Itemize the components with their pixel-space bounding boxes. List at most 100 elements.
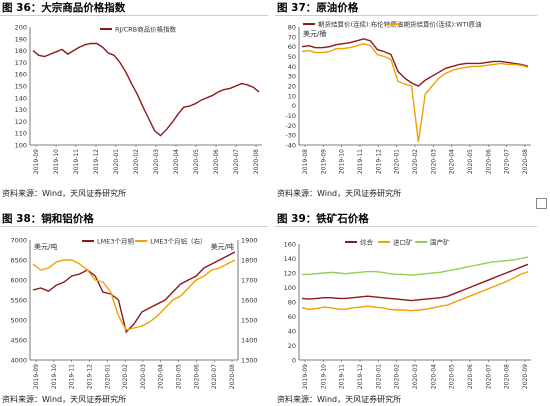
y-tick-label: 60 (288, 313, 296, 321)
y-tick-label: 120 (284, 270, 296, 278)
y-tick-label: -20 (285, 122, 296, 130)
legend-label: LME3个月铝（右） (150, 237, 206, 246)
chart-title: 图 39：铁矿石价格 (277, 213, 369, 225)
x-tick-label: 2020-04 (158, 364, 165, 389)
source-note: 资料来源：Wind，天风证券研究所 (277, 189, 402, 198)
x-tick-label: 2020-02 (394, 364, 401, 389)
y-tick-label: 10 (288, 92, 296, 100)
x-tick-label: 2020-07 (233, 149, 240, 174)
y-tick-label: 140 (284, 255, 296, 263)
y-tick-label: 120 (15, 118, 27, 126)
x-tick-label: 2020-03 (412, 364, 419, 389)
x-tick-label: 2019-11 (339, 364, 346, 389)
x-tick-label: 2020-07 (211, 364, 218, 389)
y-tick-label: 4500 (10, 337, 27, 345)
x-tick-label: 2019-12 (375, 149, 382, 174)
x-tick-label: 2019-10 (53, 149, 60, 174)
legend-label: RJ/CRB商品价格指数 (115, 25, 177, 34)
x-tick-label: 2020-02 (133, 149, 140, 174)
y-tick-label: 50 (288, 53, 296, 61)
x-tick-label: 2019-09 (302, 364, 309, 389)
x-tick-label: 2020-01 (375, 364, 382, 389)
expand-icon[interactable] (536, 198, 547, 209)
legend-label: LME3个月铜 (97, 237, 134, 246)
unit-label-right: 美元/吨 (211, 242, 234, 251)
x-tick-label: 2019-10 (51, 364, 58, 389)
y-tick-label: 200 (15, 24, 27, 32)
unit-label-left: 美元/吨 (34, 242, 57, 251)
y-tick-label: 40 (288, 328, 296, 336)
x-tick-label: 2019-10 (339, 149, 346, 174)
y-tick-label: 130 (15, 106, 27, 114)
title-rule (275, 226, 537, 227)
series-line (301, 42, 529, 143)
legend-label: 进口矿 (393, 238, 413, 247)
x-tick-label: 2020-02 (122, 364, 129, 389)
y2-tick-label: 1600 (241, 297, 258, 305)
x-tick-label: 2019-12 (86, 364, 93, 389)
x-tick-label: 2019-12 (357, 364, 364, 389)
source-note: 资料来源：Wind，天风证券研究所 (2, 395, 127, 404)
x-tick-label: 2020-07 (504, 149, 511, 174)
series-line (301, 263, 529, 302)
y2-tick-label: 1900 (241, 237, 258, 245)
y-tick-label: 5500 (10, 297, 27, 305)
chart-title: 图 38：铜和铝价格 (2, 213, 94, 225)
y-tick-label: 30 (288, 73, 296, 81)
y-tick-label: 6000 (10, 277, 27, 285)
x-tick-label: 2020-05 (176, 364, 183, 389)
x-tick-label: 2020-04 (430, 364, 437, 389)
x-tick-label: 2020-05 (449, 364, 456, 389)
legend-label: 综合 (360, 238, 374, 247)
panel-commodity-index: 图 36：大宗商品价格指数 200 190 180 170 160 150 140 130 12… (0, 0, 270, 200)
y-tick-label: 190 (15, 35, 27, 43)
chart-iron-ore: 160 140 120 100 80 60 40 20 0 2019-09 2019-10 2019-… (284, 238, 531, 389)
legend-label: 期货结算价(连续):布伦特原油 (318, 20, 403, 29)
y2-tick-label: 1400 (241, 337, 258, 345)
y-tick-label: 60 (288, 43, 296, 51)
x-tick-label: 2020-04 (449, 149, 456, 174)
y-tick-label: -40 (285, 142, 296, 150)
x-tick-label: 2019-11 (73, 149, 80, 174)
y-tick-label: 150 (15, 83, 27, 91)
y-tick-label: 160 (284, 241, 296, 249)
y-tick-label: 40 (288, 63, 296, 71)
y-tick-label: 160 (15, 71, 27, 79)
y-tick-label: 80 (288, 299, 296, 307)
y-tick-label: -30 (285, 132, 296, 140)
x-tick-label: 2020-08 (229, 364, 236, 389)
source-note: 资料来源：Wind，天风证券研究所 (2, 189, 127, 198)
title-rule (0, 226, 268, 227)
x-tick-label: 2020-06 (193, 364, 200, 389)
panel-iron-ore: 图 39：铁矿石价格 160 140 120 100 80 60 40 20 0 2019-09 2… (275, 208, 550, 406)
series-line (302, 256, 529, 276)
x-tick-label: 2020-02 (412, 149, 419, 174)
x-tick-label: 2020-07 (485, 364, 492, 389)
x-tick-label: 2019-09 (320, 149, 327, 174)
x-tick-label: 2019-11 (357, 149, 364, 174)
x-tick-label: 2020-08 (504, 364, 511, 389)
series-line (32, 42, 260, 137)
series-line (301, 38, 529, 87)
series-line (301, 270, 529, 312)
y-tick-label: -10 (285, 112, 296, 120)
y2-tick-label: 1700 (241, 277, 258, 285)
x-tick-label: 2020-04 (173, 149, 180, 174)
series-line (32, 251, 236, 334)
y-tick-label: 80 (288, 24, 296, 32)
x-tick-label: 2019-10 (320, 364, 327, 389)
legend-label: 期货结算价(连续):WTI原油 (403, 20, 481, 29)
y2-tick-label: 1500 (241, 317, 258, 325)
x-tick-label: 2020-05 (467, 149, 474, 174)
source-note: 资料来源：Wind，天风证券研究所 (277, 395, 402, 404)
chart-title: 图 36：大宗商品价格指数 (2, 2, 126, 14)
y-tick-label: 20 (288, 342, 296, 350)
y-tick-label: 170 (15, 59, 27, 67)
y-tick-label: 5000 (10, 317, 27, 325)
x-tick-label: 2019-09 (33, 149, 40, 174)
y-tick-label: 20 (288, 83, 296, 91)
x-tick-label: 2020-01 (394, 149, 401, 174)
y2-tick-label: 1300 (241, 357, 258, 365)
x-tick-label: 2020-06 (213, 149, 220, 174)
